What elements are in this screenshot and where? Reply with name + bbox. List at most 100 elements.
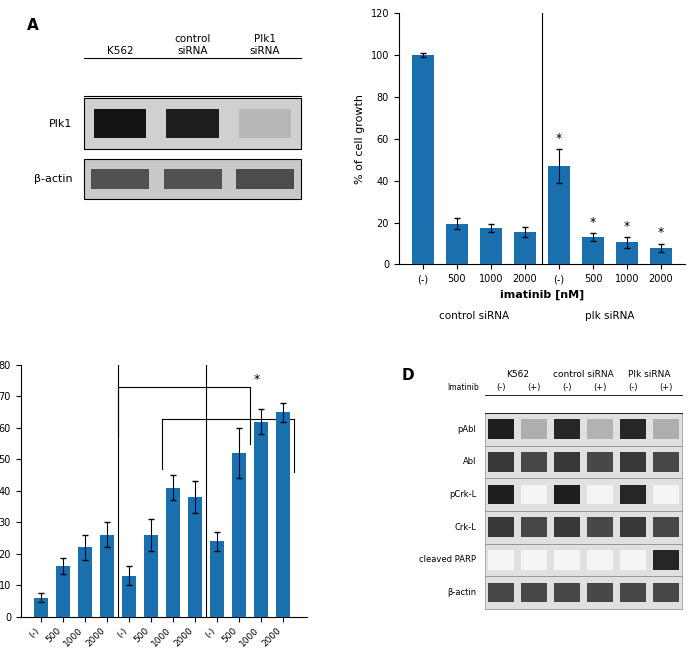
Bar	[484, 478, 682, 511]
Bar	[554, 583, 580, 602]
Text: Plk siRNA: Plk siRNA	[628, 370, 671, 379]
Bar	[484, 576, 682, 609]
Text: (-): (-)	[496, 383, 506, 392]
Bar	[554, 419, 580, 439]
Text: *: *	[658, 227, 664, 239]
Bar	[521, 485, 547, 504]
Bar	[91, 169, 149, 189]
Bar	[446, 224, 468, 265]
Text: cleaved PARP: cleaved PARP	[419, 556, 476, 565]
Bar	[484, 413, 682, 446]
Text: *: *	[624, 220, 630, 233]
Bar	[94, 109, 146, 138]
Bar	[619, 452, 646, 472]
Bar	[554, 550, 580, 570]
Text: β-actin: β-actin	[34, 174, 72, 184]
Bar	[521, 452, 547, 472]
Bar	[276, 412, 290, 617]
Text: pAbl: pAbl	[457, 424, 476, 434]
Bar	[653, 550, 679, 570]
Y-axis label: % of cell growth: % of cell growth	[355, 93, 365, 184]
Bar	[167, 109, 219, 138]
Bar	[488, 485, 514, 504]
Text: control siRNA: control siRNA	[439, 311, 509, 321]
Bar	[144, 535, 158, 617]
Bar	[521, 517, 547, 537]
Bar	[653, 419, 679, 439]
Bar	[587, 517, 613, 537]
Bar	[653, 583, 679, 602]
Bar	[412, 55, 434, 265]
Text: Crk-L: Crk-L	[454, 523, 476, 532]
Bar	[488, 452, 514, 472]
Bar	[232, 453, 246, 617]
Text: *: *	[590, 216, 596, 229]
Text: Plk1: Plk1	[49, 119, 72, 129]
Bar	[554, 485, 580, 504]
Bar	[100, 535, 114, 617]
Text: *: *	[556, 132, 562, 145]
Text: A: A	[26, 18, 38, 33]
Bar	[587, 452, 613, 472]
Bar	[619, 517, 646, 537]
Bar	[548, 166, 570, 265]
Bar	[653, 485, 679, 504]
Bar	[521, 419, 547, 439]
Bar	[163, 169, 221, 189]
Bar	[488, 419, 514, 439]
Bar	[587, 550, 613, 570]
Text: *: *	[253, 373, 260, 386]
Bar	[587, 485, 613, 504]
Bar	[514, 232, 536, 265]
Bar	[521, 583, 547, 602]
Bar	[653, 517, 679, 537]
Bar	[619, 485, 646, 504]
Bar	[619, 583, 646, 602]
Bar	[554, 517, 580, 537]
Bar	[122, 576, 136, 617]
Bar	[619, 419, 646, 439]
Text: Imatinib: Imatinib	[447, 383, 479, 392]
Bar	[488, 550, 514, 570]
Bar	[34, 598, 48, 617]
Text: K562: K562	[107, 45, 134, 56]
Text: (-): (-)	[562, 383, 572, 392]
X-axis label: imatinib [nM]: imatinib [nM]	[500, 289, 584, 300]
Bar	[587, 583, 613, 602]
Bar	[484, 446, 682, 478]
Text: control siRNA: control siRNA	[553, 370, 614, 379]
Text: K562: K562	[506, 370, 529, 379]
Text: Plk1
siRNA: Plk1 siRNA	[250, 34, 280, 56]
Text: pCrk-L: pCrk-L	[449, 490, 476, 499]
Bar	[650, 248, 672, 265]
Bar	[554, 452, 580, 472]
Bar	[521, 550, 547, 570]
Bar	[653, 452, 679, 472]
Bar	[236, 169, 294, 189]
Bar	[587, 419, 613, 439]
Bar	[56, 566, 70, 617]
Bar	[484, 511, 682, 544]
Bar	[582, 238, 604, 265]
Bar	[210, 541, 224, 617]
Text: (+): (+)	[593, 383, 607, 392]
Text: control
siRNA: control siRNA	[174, 34, 211, 56]
Text: D: D	[401, 367, 415, 382]
Text: plk siRNA: plk siRNA	[585, 311, 635, 321]
Bar	[84, 159, 302, 199]
Text: Abl: Abl	[462, 458, 476, 467]
Bar	[484, 544, 682, 576]
Bar	[166, 487, 180, 617]
Bar	[78, 547, 92, 617]
Bar	[488, 517, 514, 537]
Bar	[480, 228, 502, 265]
Text: (+): (+)	[659, 383, 673, 392]
Bar	[488, 583, 514, 602]
Bar	[616, 243, 638, 265]
Text: β-actin: β-actin	[447, 588, 476, 597]
Bar	[188, 497, 202, 617]
Bar	[239, 109, 291, 138]
Text: (-): (-)	[628, 383, 637, 392]
Text: (+): (+)	[527, 383, 540, 392]
Bar	[84, 99, 302, 149]
